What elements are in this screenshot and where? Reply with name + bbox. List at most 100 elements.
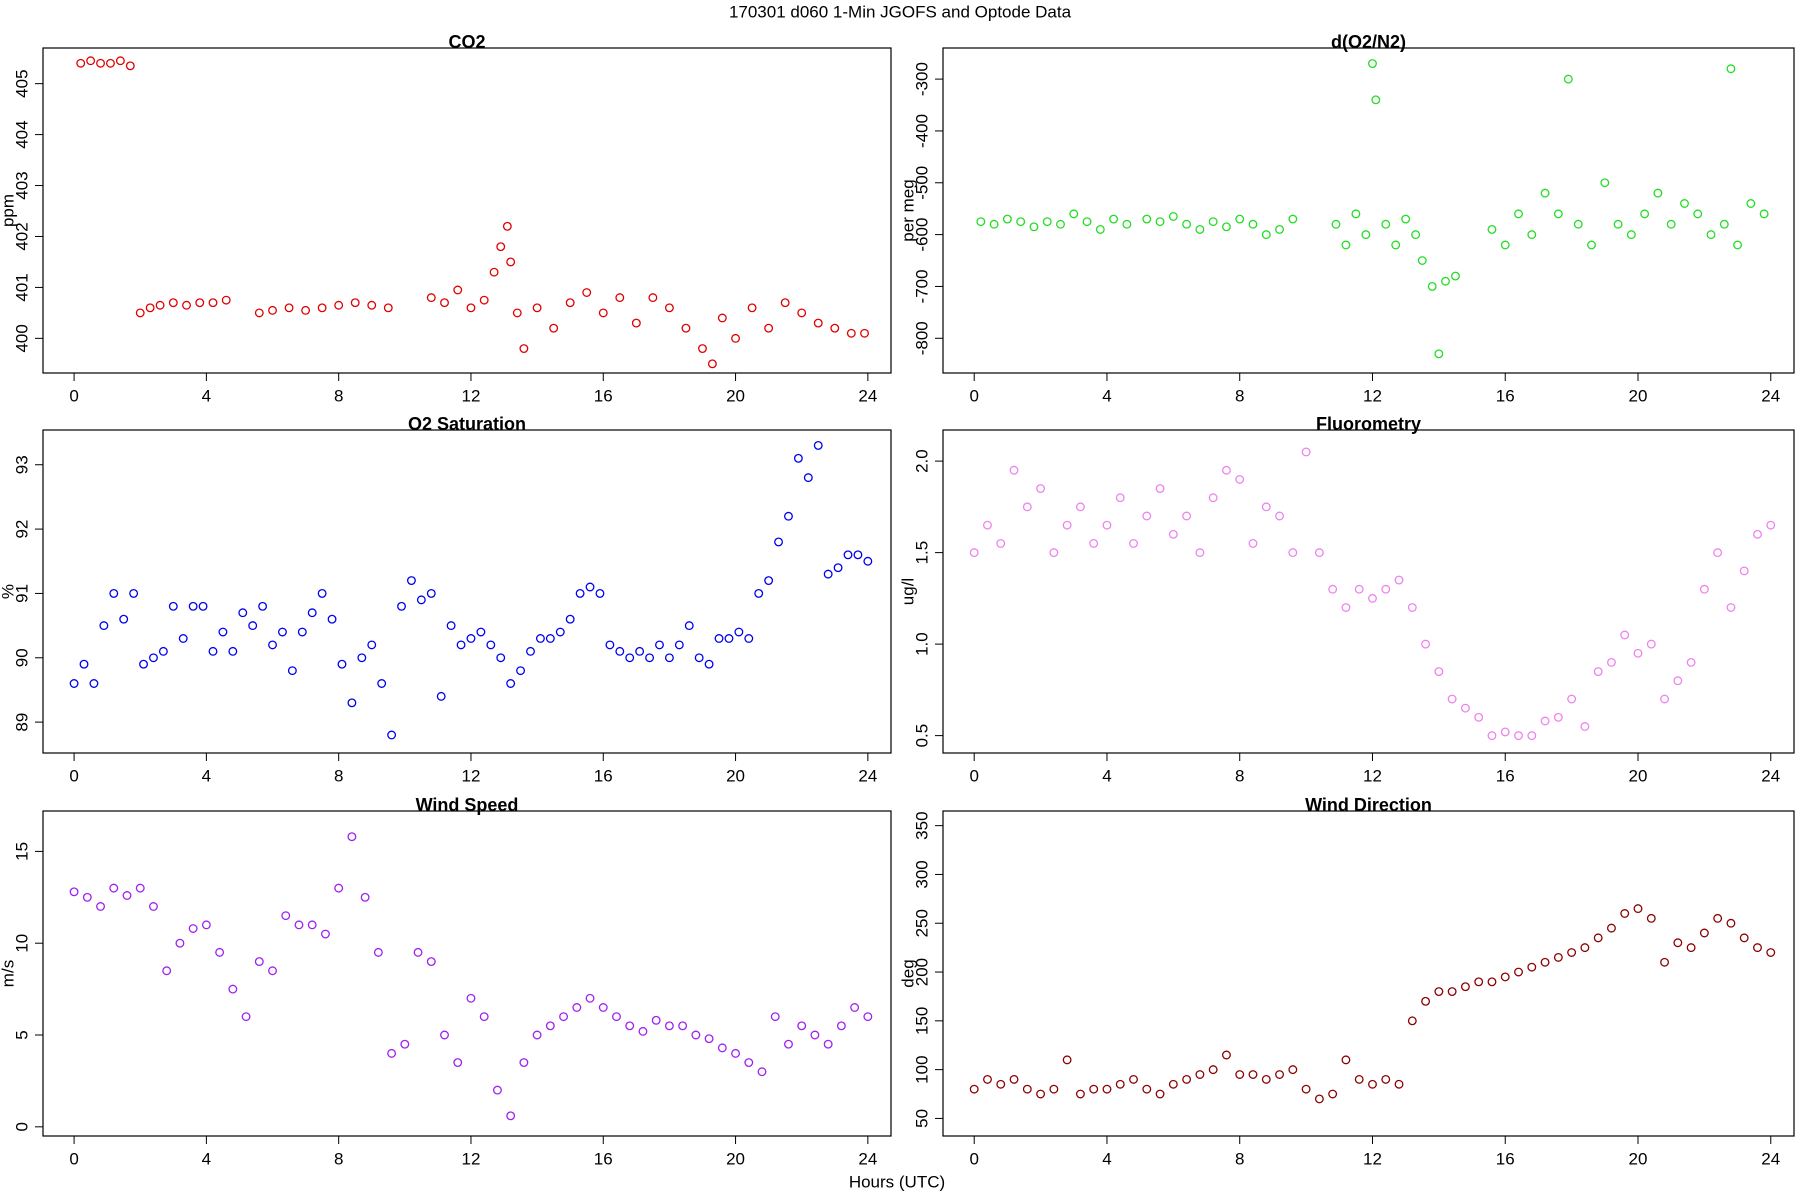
data-point xyxy=(1713,913,1723,923)
data-point xyxy=(681,323,691,333)
x-tick-label: 4 xyxy=(202,386,211,405)
data-point xyxy=(1049,548,1059,558)
data-point xyxy=(1022,502,1032,512)
data-point xyxy=(347,832,357,842)
data-point xyxy=(175,938,185,948)
y-tick-label: 93 xyxy=(12,455,31,474)
data-point xyxy=(860,328,869,338)
data-point xyxy=(1660,694,1670,704)
data-point xyxy=(228,984,238,994)
y-axis-label: m/s xyxy=(0,960,17,987)
data-point xyxy=(545,1021,555,1031)
data-point xyxy=(86,56,96,66)
data-point xyxy=(1062,520,1072,530)
plot-frame xyxy=(942,429,1795,754)
data-point xyxy=(1082,217,1092,227)
data-point xyxy=(502,221,512,231)
data-point xyxy=(575,588,585,598)
data-point xyxy=(506,679,516,688)
y-tick-label: -600 xyxy=(912,218,931,252)
data-point xyxy=(1248,219,1258,229)
data-point xyxy=(615,293,625,303)
data-point xyxy=(704,659,714,669)
data-point xyxy=(833,563,843,573)
data-point xyxy=(149,653,158,663)
data-point xyxy=(268,640,277,650)
data-point xyxy=(1607,657,1616,667)
data-point xyxy=(446,621,456,631)
data-point xyxy=(983,520,992,530)
data-point xyxy=(823,1039,833,1049)
data-point xyxy=(1155,1089,1165,1099)
y-tick-label: -400 xyxy=(912,114,931,148)
data-point xyxy=(1660,957,1670,967)
data-point xyxy=(1009,465,1019,475)
data-point xyxy=(1381,1074,1391,1084)
x-tick-label: 16 xyxy=(1496,386,1515,405)
data-point xyxy=(1261,1074,1271,1084)
data-point xyxy=(836,1021,846,1031)
data-point xyxy=(714,634,724,643)
data-point xyxy=(1275,511,1284,521)
data-point xyxy=(241,1012,251,1022)
data-point xyxy=(638,1026,648,1036)
x-tick-label: 0 xyxy=(969,386,978,405)
data-point xyxy=(691,1030,701,1040)
data-point xyxy=(1341,603,1351,612)
data-point xyxy=(1371,95,1381,105)
x-tick-label: 0 xyxy=(969,1149,978,1168)
data-point xyxy=(162,966,172,976)
data-point xyxy=(1261,502,1271,512)
data-point xyxy=(486,640,496,650)
data-point xyxy=(1693,209,1703,219)
data-point xyxy=(1753,943,1762,953)
data-point xyxy=(1155,217,1165,227)
data-point xyxy=(1447,694,1457,704)
data-point xyxy=(208,298,218,308)
data-point xyxy=(532,303,542,313)
data-point xyxy=(1620,630,1630,640)
data-point xyxy=(1460,982,1470,992)
data-point xyxy=(278,627,287,637)
data-point xyxy=(1275,1070,1284,1079)
data-point xyxy=(1607,923,1616,933)
y-axis-label: % xyxy=(0,584,17,599)
x-tick-label: 8 xyxy=(334,1149,343,1168)
data-point xyxy=(648,293,658,303)
data-point xyxy=(1115,493,1125,503)
data-point xyxy=(1168,212,1178,221)
data-point xyxy=(1221,1050,1231,1060)
data-point xyxy=(770,1012,780,1022)
data-point xyxy=(1075,1089,1085,1099)
data-point xyxy=(1527,962,1537,972)
x-tick-label: 20 xyxy=(726,1149,745,1168)
data-point xyxy=(440,298,449,308)
data-point xyxy=(334,300,344,310)
data-point xyxy=(1563,74,1573,84)
y-tick-label: 403 xyxy=(12,171,31,199)
data-point xyxy=(135,308,145,318)
y-axis-label: ppm xyxy=(0,194,17,227)
data-point xyxy=(476,627,486,637)
data-point xyxy=(1487,224,1497,234)
data-point xyxy=(1368,1079,1377,1089)
data-point xyxy=(327,614,337,624)
data-point xyxy=(1447,987,1457,997)
data-point xyxy=(109,883,119,893)
data-point xyxy=(645,653,655,663)
panel-title: Fluorometry xyxy=(1316,414,1421,434)
y-tick-label: -800 xyxy=(912,321,931,355)
data-point xyxy=(830,323,840,333)
data-point xyxy=(268,305,277,315)
data-point xyxy=(317,588,327,598)
data-point xyxy=(317,303,327,313)
data-point xyxy=(218,627,228,637)
data-point xyxy=(1235,1070,1245,1079)
data-point xyxy=(198,601,208,611)
data-point xyxy=(744,1058,754,1068)
data-point xyxy=(1686,943,1696,953)
y-tick-label: 0.5 xyxy=(912,724,931,748)
data-point xyxy=(506,1111,516,1121)
data-point xyxy=(1122,219,1132,229)
data-point xyxy=(350,298,360,308)
